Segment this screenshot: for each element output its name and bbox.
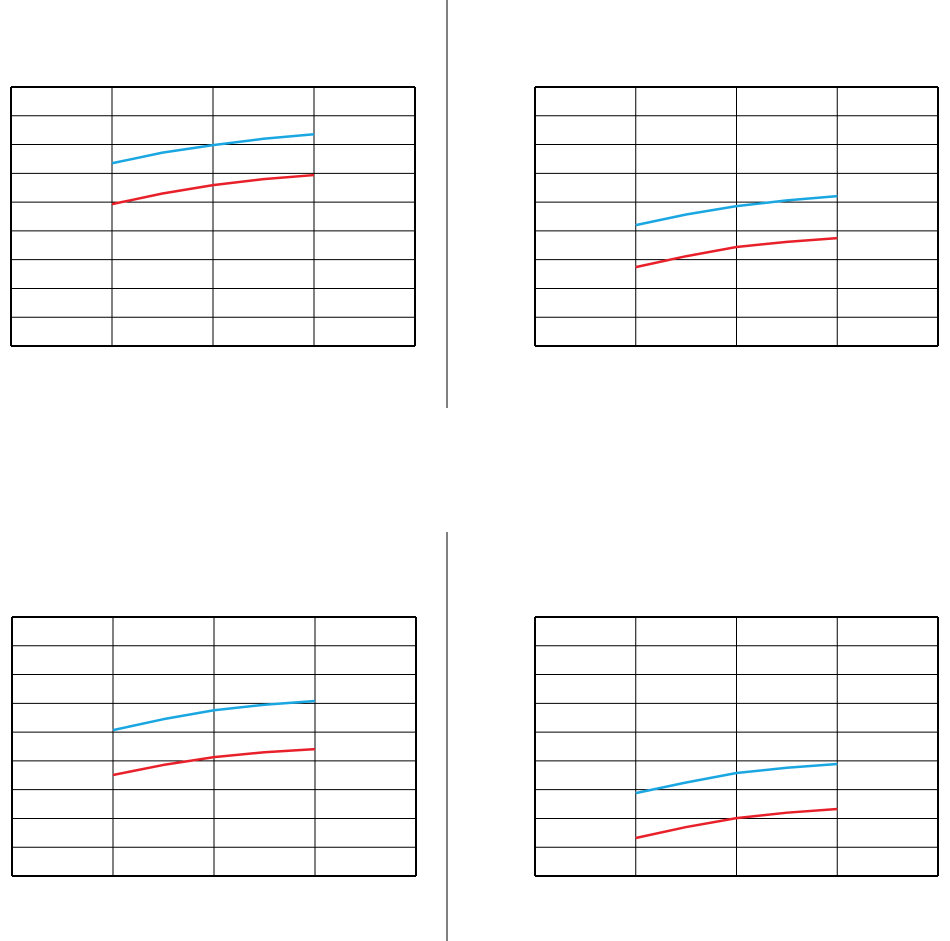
- data-line: [111, 173, 315, 206]
- data-line: [635, 807, 838, 840]
- data-line: [635, 762, 838, 795]
- data-line: [635, 236, 838, 269]
- data-line: [111, 132, 315, 165]
- data-line: [112, 747, 316, 777]
- data-line: [112, 699, 316, 732]
- data-line: [635, 194, 838, 227]
